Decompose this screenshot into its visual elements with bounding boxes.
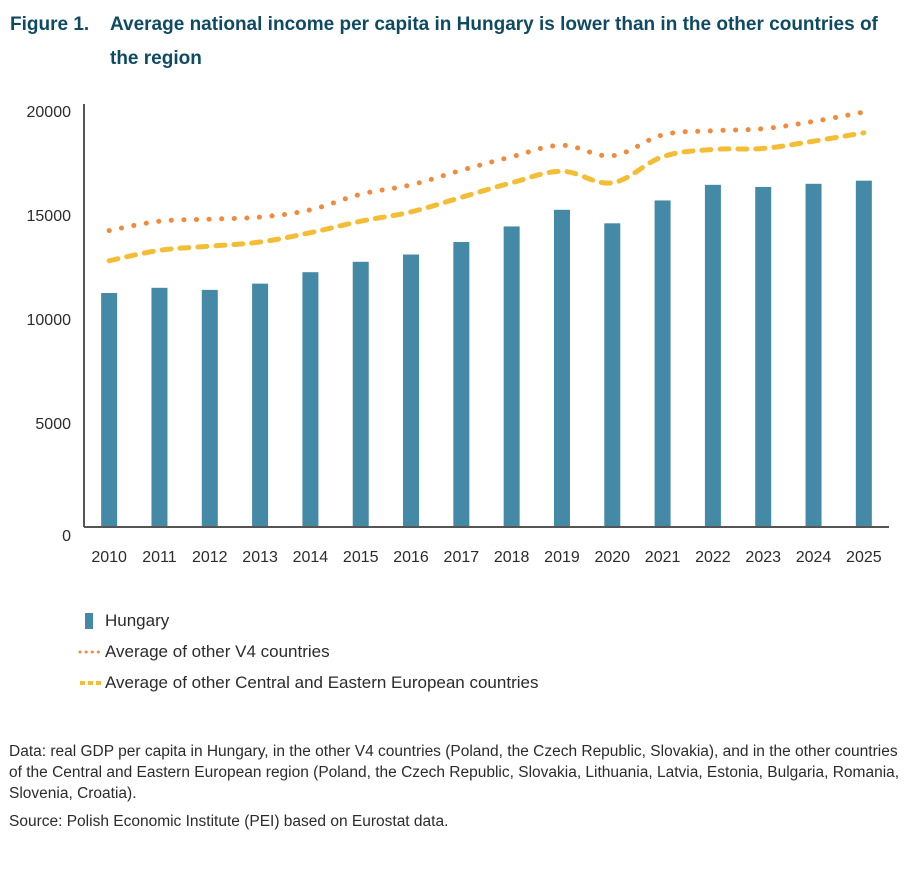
legend-label: Hungary (105, 611, 170, 630)
x-tick-label: 2021 (645, 549, 681, 566)
y-tick-label: 0 (62, 528, 71, 545)
bar-hungary-2018 (503, 226, 520, 527)
bar-hungary-2022 (704, 184, 721, 527)
bar-hungary-2025 (855, 180, 872, 527)
x-tick-label: 2015 (343, 549, 379, 566)
y-axis-ticks: 0 5000 10000 15000 20000 (27, 104, 72, 545)
bar-hungary-2023 (755, 186, 772, 528)
x-tick-label: 2024 (796, 549, 832, 566)
x-tick-label: 2010 (91, 549, 127, 566)
figure-number: Figure 1. (10, 14, 90, 35)
legend-swatch-cee (80, 681, 104, 685)
figure-title: Average national income per capita in Hu… (110, 14, 878, 69)
y-tick-label: 20000 (27, 104, 72, 121)
x-tick-label: 2025 (846, 549, 882, 566)
x-tick-label: 2016 (393, 549, 429, 566)
legend-item-v4: Average of other V4 countries (78, 639, 538, 670)
x-tick-label: 2012 (192, 549, 228, 566)
legend-item-hungary: Hungary (78, 608, 538, 639)
x-axis-ticks: 2010 2011 2012 2013 2014 2015 2016 2017 2018 2019… (91, 549, 881, 566)
x-tick-label: 2011 (142, 549, 177, 566)
cee-average-line (106, 130, 867, 264)
y-tick-label: 10000 (27, 312, 72, 329)
figure-notes: Data: real GDP per capita in Hungary, in… (9, 741, 914, 839)
x-tick-label: 2020 (594, 549, 630, 566)
legend-label: Average of other Central and Eastern Eur… (105, 673, 539, 692)
v4-average-line (106, 109, 867, 234)
bar-hungary-2014 (302, 272, 319, 527)
x-tick-label: 2017 (444, 549, 480, 566)
bar-hungary-2020 (604, 223, 621, 527)
legend: Hungary Average of other V4 countries Av… (78, 608, 538, 701)
bar-hungary-2010 (101, 293, 118, 527)
bar-hungary-2012 (201, 289, 218, 527)
bar-hungary-2017 (453, 242, 470, 528)
bar-hungary-2013 (252, 283, 269, 527)
x-tick-label: 2013 (242, 549, 278, 566)
x-tick-label: 2022 (695, 549, 731, 566)
legend-swatch-v4 (78, 650, 105, 654)
legend-swatch-hungary (85, 613, 93, 629)
source-note: Source: Polish Economic Institute (PEI) … (9, 813, 449, 830)
bar-hungary-2016 (403, 254, 420, 527)
y-tick-label: 15000 (27, 208, 72, 225)
bar-hungary-2019 (553, 209, 570, 528)
y-tick-label: 5000 (35, 416, 71, 433)
hungary-bars (101, 180, 872, 528)
x-tick-label: 2019 (544, 549, 580, 566)
legend-item-cee: Average of other Central and Eastern Eur… (78, 670, 538, 701)
bar-hungary-2011 (151, 287, 168, 527)
bar-hungary-2024 (805, 183, 822, 528)
x-tick-label: 2023 (745, 549, 781, 566)
bar-hungary-2015 (352, 261, 369, 527)
data-note: Data: real GDP per capita in Hungary, in… (9, 743, 900, 802)
x-tick-label: 2014 (293, 549, 329, 566)
x-tick-label: 2018 (494, 549, 530, 566)
bar-hungary-2021 (654, 200, 671, 527)
legend-label: Average of other V4 countries (105, 642, 330, 661)
